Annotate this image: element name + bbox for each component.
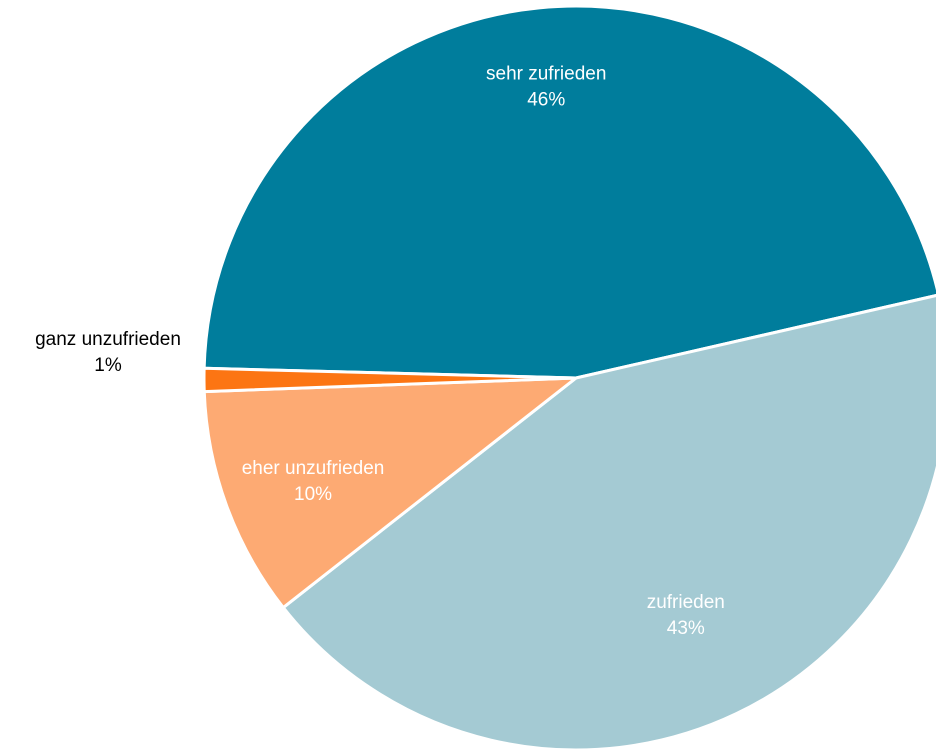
slice-value-label: 46% — [527, 89, 565, 110]
slice-label-ganz-unzufrieden: ganz unzufrieden 1% — [35, 329, 181, 376]
slice-value-label: 1% — [94, 355, 122, 376]
slice-label-eher-unzufrieden: eher unzufrieden 10% — [242, 458, 385, 505]
slice-label-zufrieden: zufrieden 43% — [647, 592, 725, 639]
slice-category-label: ganz unzufrieden — [35, 329, 181, 350]
pie-labels: sehr zufrieden 46% zufrieden 43% eher unzufr… — [35, 63, 725, 639]
pie-slice-ganz-unzufrieden — [202, 366, 578, 394]
slice-category-label: eher unzufrieden — [242, 458, 385, 479]
slice-label-sehr-zufrieden: sehr zufrieden 46% — [486, 63, 606, 110]
pie-slices — [202, 4, 936, 749]
slice-category-label: sehr zufrieden — [486, 63, 606, 84]
pie-slice-sehr-zufrieden — [202, 4, 936, 380]
slice-category-label: zufrieden — [647, 592, 725, 613]
slice-value-label: 43% — [667, 618, 705, 639]
pie-slice-zufrieden — [281, 294, 936, 749]
slice-value-label: 10% — [294, 484, 332, 505]
pie-slice-eher-unzufrieden — [202, 376, 578, 610]
